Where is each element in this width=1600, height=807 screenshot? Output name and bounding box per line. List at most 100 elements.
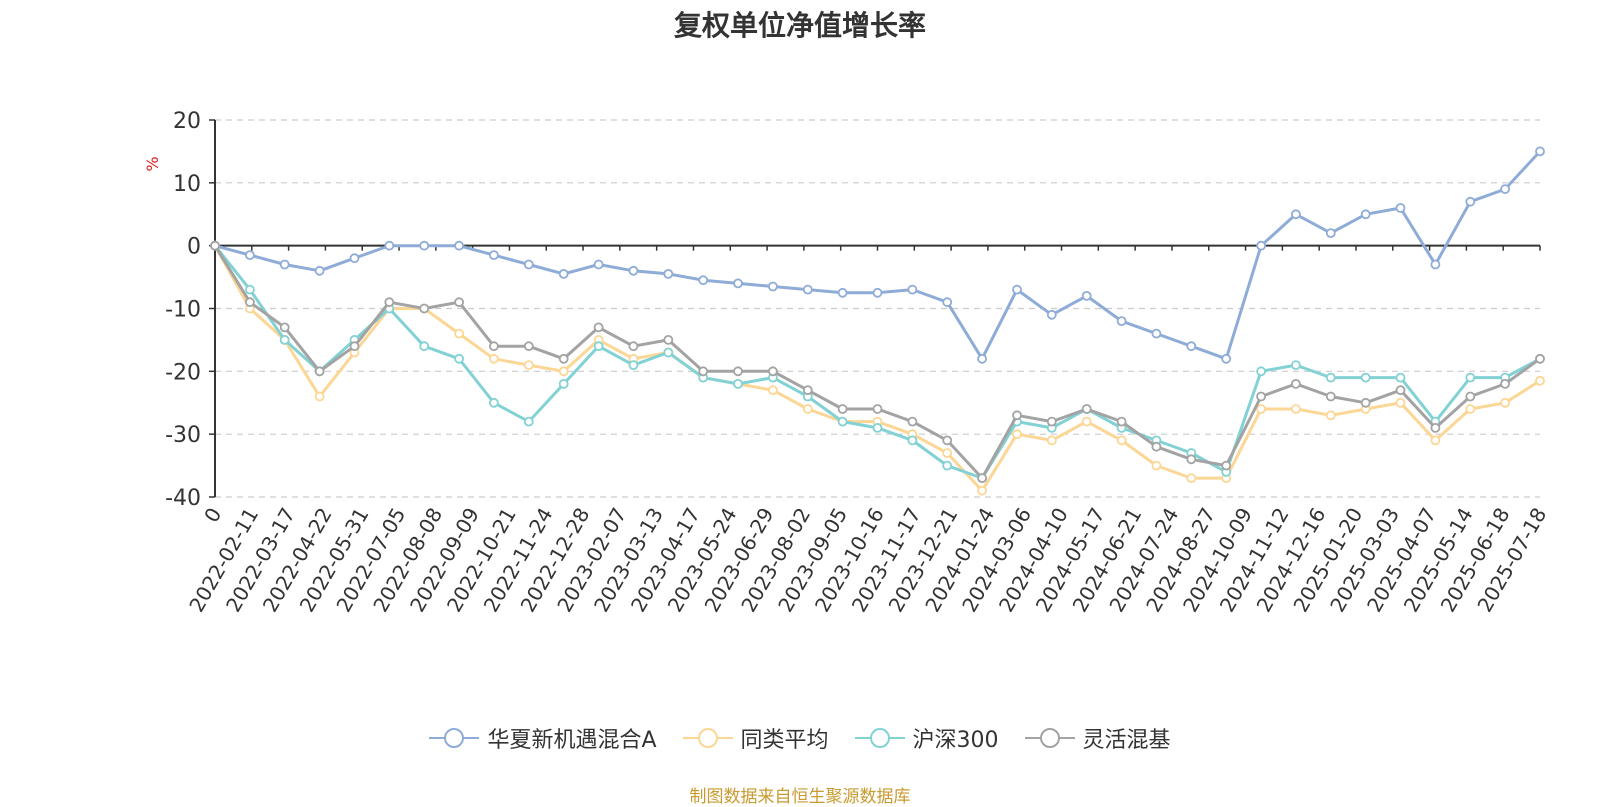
data-point — [1186, 473, 1197, 484]
data-point — [593, 322, 604, 333]
data-point — [837, 404, 848, 414]
data-point — [419, 240, 430, 251]
data-point — [1116, 416, 1127, 427]
data-point — [1046, 435, 1057, 446]
data-point — [523, 259, 534, 270]
data-point — [1012, 284, 1022, 295]
series-1 — [210, 240, 1545, 496]
data-point — [907, 416, 918, 427]
data-point — [1395, 203, 1406, 213]
data-point — [1116, 435, 1127, 446]
data-point — [1325, 372, 1336, 383]
data-point — [1430, 422, 1441, 433]
data-point — [768, 281, 778, 292]
data-point — [942, 460, 953, 471]
data-point — [663, 347, 674, 358]
data-point — [1500, 378, 1510, 389]
data-point — [314, 391, 325, 402]
legend-label: 华夏新机遇混合A — [487, 728, 657, 753]
data-point — [558, 353, 569, 364]
data-point — [1012, 429, 1022, 440]
chart-title: 复权单位净值增长率 — [673, 9, 926, 42]
legend-item[interactable]: 沪深300 — [854, 722, 999, 754]
legend-item[interactable]: 灵活混基 — [1024, 722, 1171, 754]
data-source-footer: 制图数据来自恒生聚源数据库 — [689, 787, 911, 807]
data-point — [1325, 391, 1336, 402]
data-point — [1430, 259, 1441, 270]
data-point — [1151, 460, 1162, 471]
data-point — [698, 366, 709, 377]
data-point — [1081, 416, 1092, 427]
data-point — [488, 397, 499, 408]
data-point — [628, 360, 639, 371]
data-point — [1046, 416, 1057, 427]
data-point — [1046, 309, 1057, 320]
x-tick-label: 0 — [199, 504, 226, 527]
data-point — [1325, 228, 1336, 239]
data-point — [1256, 366, 1266, 377]
series-0 — [210, 146, 1545, 364]
data-point — [1291, 404, 1301, 414]
data-point — [907, 435, 918, 446]
legend-item[interactable]: 同类平均 — [682, 722, 829, 754]
series-line — [213, 244, 1541, 480]
data-point — [523, 341, 534, 352]
data-point — [1186, 341, 1197, 352]
data-point — [1395, 397, 1406, 408]
data-point — [802, 404, 813, 414]
data-point — [802, 284, 813, 295]
data-point — [872, 287, 883, 298]
legend: 华夏新机遇混合A 同类平均 沪深300 灵活混基 — [0, 722, 1600, 754]
data-point — [942, 448, 953, 458]
data-point — [1116, 316, 1127, 327]
data-point — [1256, 240, 1266, 251]
data-point — [1465, 391, 1476, 402]
data-point — [523, 416, 534, 427]
data-point — [698, 275, 709, 286]
y-tick-label: -30 — [165, 423, 201, 448]
data-point — [1430, 435, 1441, 446]
data-point — [768, 385, 778, 396]
y-tick-label: 10 — [173, 172, 201, 197]
data-point — [558, 378, 569, 389]
data-point — [663, 268, 674, 279]
data-point — [1465, 404, 1476, 414]
data-point — [1151, 328, 1162, 339]
data-point — [1256, 391, 1266, 402]
data-point — [1291, 378, 1301, 389]
series-3 — [210, 240, 1545, 484]
data-point — [1360, 209, 1371, 220]
data-point — [872, 422, 883, 433]
data-point — [733, 278, 743, 289]
legend-marker-icon — [854, 728, 905, 748]
data-point — [1325, 410, 1336, 421]
data-point — [733, 378, 743, 389]
data-point — [628, 341, 639, 352]
legend-item[interactable]: 华夏新机遇混合A — [429, 722, 657, 754]
data-point — [384, 240, 395, 251]
data-point — [593, 259, 604, 270]
legend-marker-icon — [682, 728, 733, 748]
y-tick-label: -10 — [165, 298, 201, 323]
data-point — [558, 268, 569, 279]
data-point — [1151, 441, 1162, 452]
data-point — [1395, 372, 1406, 383]
grid-lines — [215, 119, 1540, 498]
data-point — [977, 353, 987, 364]
legend-label: 灵活混基 — [1082, 728, 1171, 753]
data-point — [907, 284, 918, 295]
data-point — [1535, 375, 1545, 386]
data-point — [1221, 353, 1232, 364]
data-point — [454, 240, 465, 251]
data-point — [593, 341, 604, 352]
data-point — [384, 297, 395, 308]
data-point — [488, 341, 499, 352]
data-point — [1535, 146, 1545, 157]
data-point — [488, 353, 499, 364]
data-point — [349, 253, 360, 264]
data-point — [768, 366, 778, 377]
legend-marker-icon — [1024, 728, 1075, 748]
data-point — [454, 353, 465, 364]
legend-label: 沪深300 — [912, 728, 999, 753]
data-point — [802, 385, 813, 396]
